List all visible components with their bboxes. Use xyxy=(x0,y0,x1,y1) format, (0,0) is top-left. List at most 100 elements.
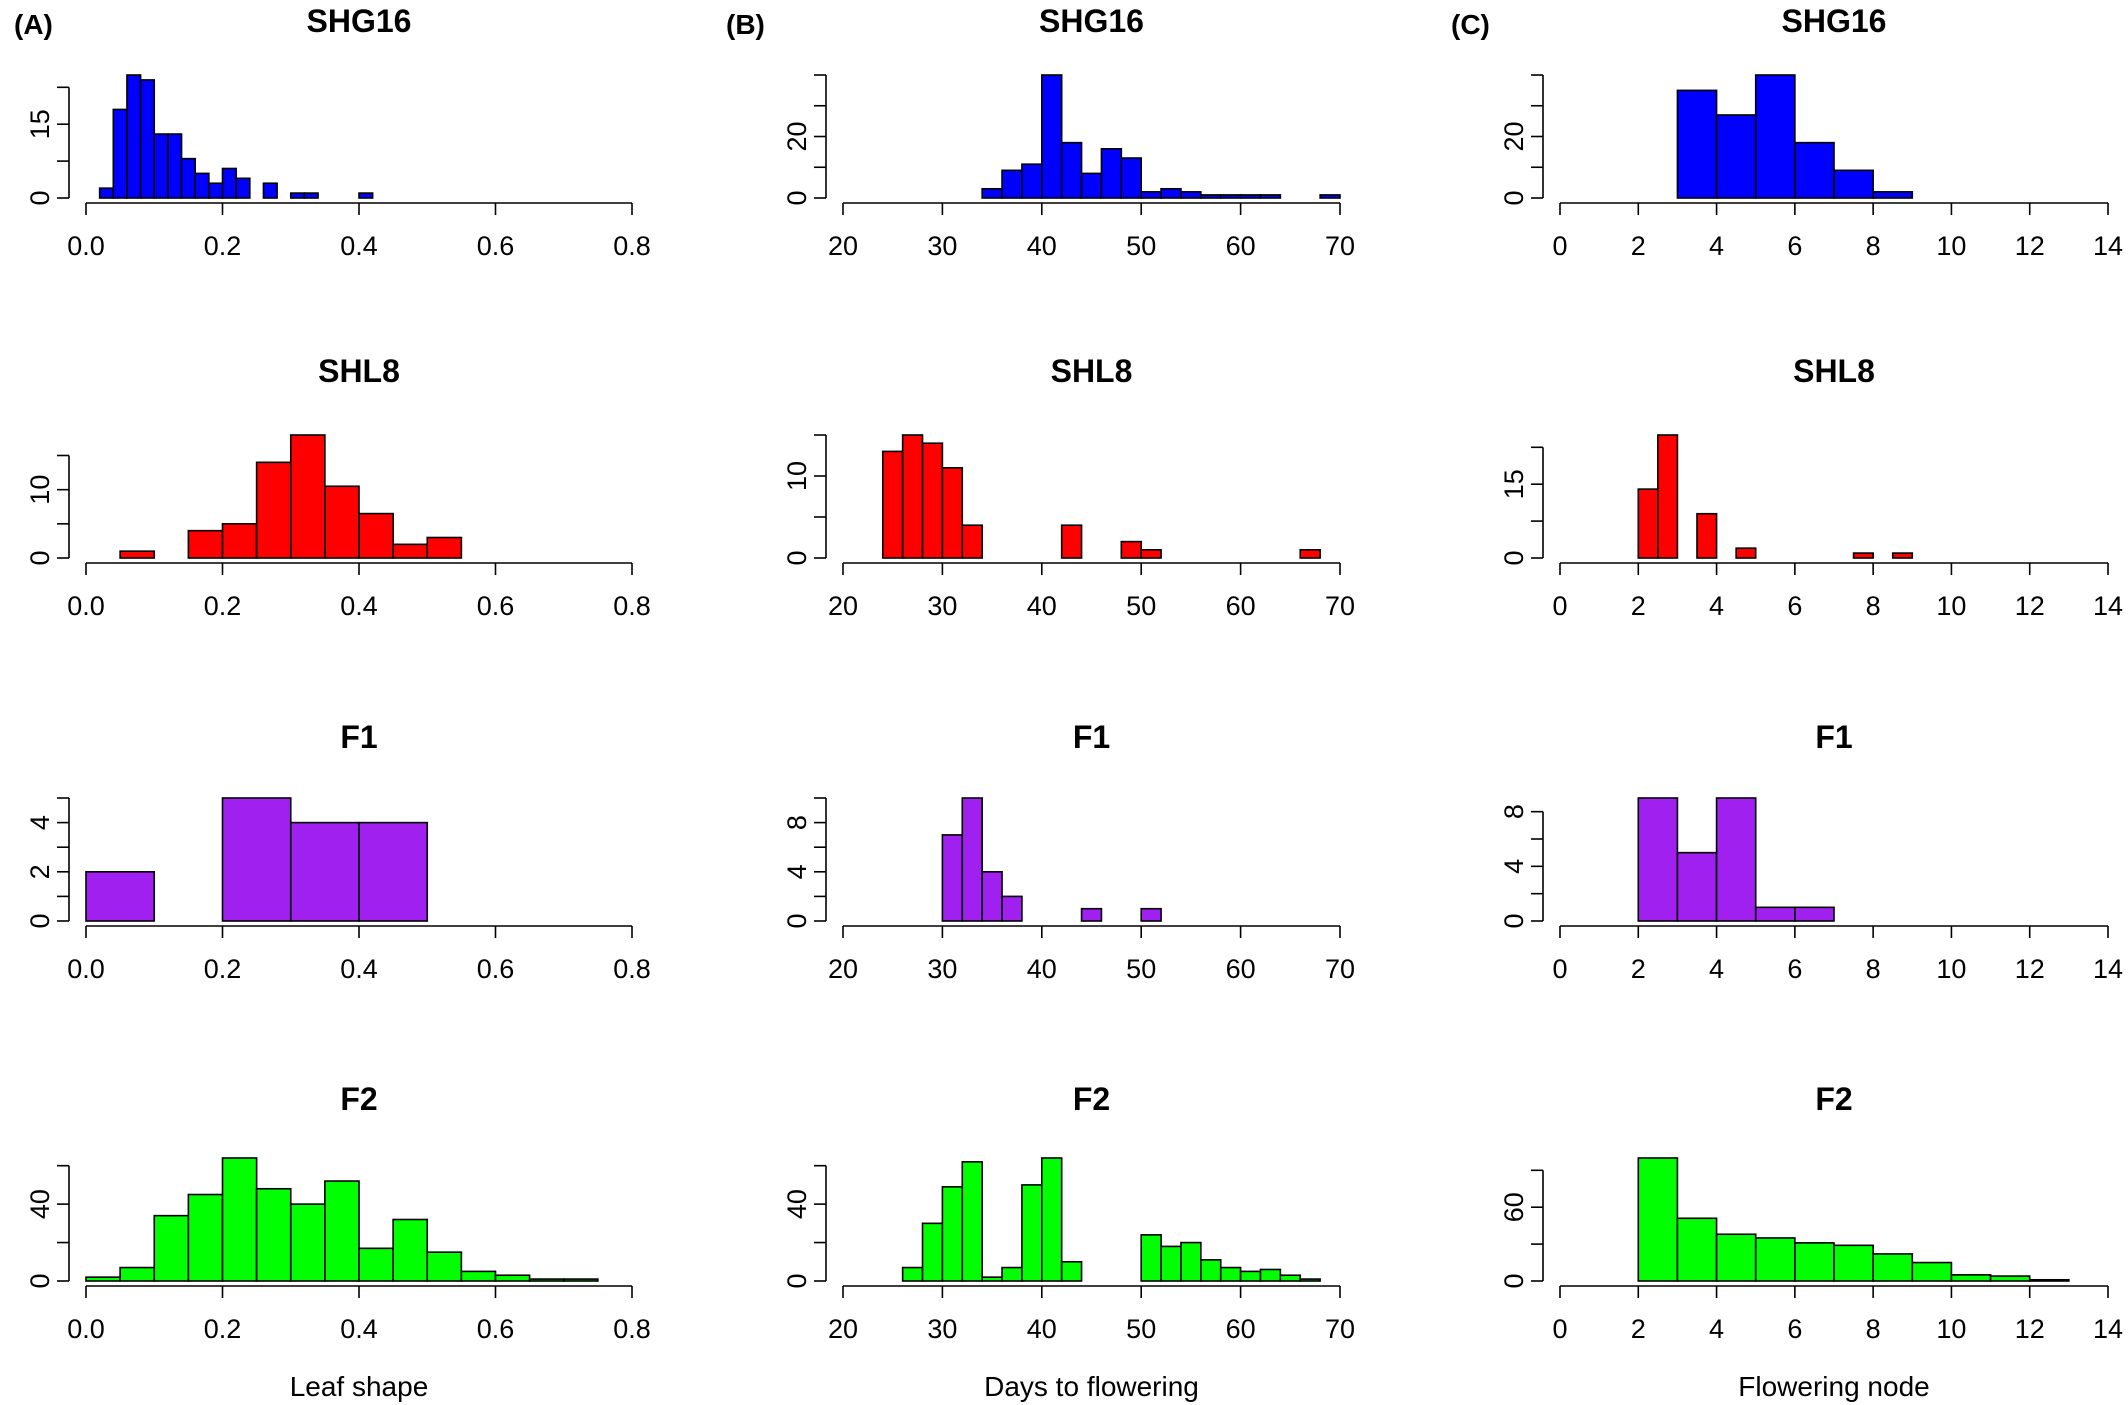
x-tick-label: 14 xyxy=(2093,954,2123,984)
histogram-bar xyxy=(187,1193,224,1282)
histogram-panel-shg16-2: SHG16 0 2 4 6 8 10 12 14 0 20 xyxy=(1499,3,2123,261)
x-tick-label: 0.6 xyxy=(477,1314,515,1344)
histogram-grid: SHG16 0.0 0.2 0.4 0.6 0.8 0 15 SHL8 0.0 0.2 0.4 0.6 0… xyxy=(25,3,2123,1402)
x-tick-label: 8 xyxy=(1866,591,1881,621)
x-tick-label: 10 xyxy=(1936,231,1966,261)
x-axis-label: Leaf shape xyxy=(290,1371,429,1402)
histogram-bar xyxy=(1200,194,1222,199)
histogram-bar xyxy=(1001,895,1023,922)
histogram-panel-f2-1: F2 20 30 40 50 60 70 0 40 Days to flowering xyxy=(782,1081,1355,1402)
panel-title: F1 xyxy=(340,719,377,755)
x-tick-label: 6 xyxy=(1787,231,1802,261)
x-tick-label: 0.0 xyxy=(67,231,105,261)
x-tick-label: 70 xyxy=(1325,954,1355,984)
histogram-bar xyxy=(1833,1244,1874,1282)
x-tick-label: 4 xyxy=(1709,954,1724,984)
histogram-bar xyxy=(358,821,429,922)
histogram-bar xyxy=(1872,191,1914,199)
histogram-bar xyxy=(1637,1157,1679,1282)
x-tick-label: 0.2 xyxy=(204,1314,242,1344)
histogram-bar xyxy=(85,870,156,922)
y-tick-label: 8 xyxy=(1499,804,1529,819)
y-tick-label: 10 xyxy=(25,475,55,505)
histogram-bar xyxy=(1041,1157,1063,1282)
x-tick-label: 0.4 xyxy=(340,1314,378,1344)
histogram-bar xyxy=(1120,540,1142,559)
histogram-bar xyxy=(235,177,251,199)
histogram-bar xyxy=(112,108,128,199)
x-tick-label: 0.8 xyxy=(613,591,651,621)
y-tick-label: 0 xyxy=(1499,913,1529,928)
x-tick-label: 0.0 xyxy=(67,591,105,621)
x-tick-label: 0.6 xyxy=(477,591,515,621)
x-axis-label: Days to flowering xyxy=(984,1371,1199,1402)
histogram-bar xyxy=(139,79,156,199)
x-tick-label: 0 xyxy=(1552,954,1567,984)
histogram-bar xyxy=(1676,89,1718,199)
x-tick-label: 14 xyxy=(2093,591,2123,621)
x-tick-label: 0 xyxy=(1552,591,1567,621)
histogram-bar xyxy=(981,187,1003,199)
histogram-bar xyxy=(208,182,224,199)
histogram-bar xyxy=(167,133,183,199)
histogram-bar xyxy=(1279,1274,1302,1282)
histogram-bar xyxy=(562,1278,599,1282)
x-tick-label: 60 xyxy=(1226,591,1256,621)
x-tick-label: 0.4 xyxy=(340,231,378,261)
histogram-bar xyxy=(1794,906,1835,922)
x-axis-label: Flowering node xyxy=(1738,1371,1929,1402)
panel-label-b: (B) xyxy=(726,9,765,40)
histogram-bar xyxy=(961,797,983,922)
y-tick-label: 0 xyxy=(1499,550,1529,565)
y-tick-label: 0 xyxy=(25,913,55,928)
histogram-bar xyxy=(153,1214,190,1282)
panel-title: F2 xyxy=(340,1081,377,1117)
y-tick-label: 0 xyxy=(1499,190,1529,205)
histogram-bar xyxy=(528,1278,565,1282)
histogram-bar xyxy=(187,529,224,559)
histogram-bar xyxy=(1140,907,1162,922)
histogram-bar xyxy=(1021,163,1043,199)
x-tick-label: 30 xyxy=(927,954,957,984)
panel-title: F1 xyxy=(1073,719,1110,755)
y-tick-label: 0 xyxy=(782,190,812,205)
histogram-bar xyxy=(1180,1241,1202,1282)
y-tick-label: 2 xyxy=(25,864,55,879)
y-tick-label: 8 xyxy=(782,815,812,830)
y-tick-label: 40 xyxy=(782,1189,812,1219)
histogram-bar xyxy=(221,1157,258,1282)
histogram-bar xyxy=(1219,1266,1242,1282)
panel-label-a: (A) xyxy=(14,9,53,40)
y-tick-label: 0 xyxy=(1499,1273,1529,1288)
histogram-bar xyxy=(494,1274,531,1282)
histogram-panel-shg16-1: SHG16 20 30 40 50 60 70 0 20 xyxy=(782,3,1355,261)
histogram-bar xyxy=(881,450,904,559)
histogram-bar xyxy=(324,1180,360,1282)
histogram-bar xyxy=(1676,851,1718,922)
x-tick-label: 20 xyxy=(828,231,858,261)
panel-title: SHL8 xyxy=(1051,353,1133,389)
histogram-bar xyxy=(1080,907,1103,922)
x-tick-label: 0.8 xyxy=(613,954,651,984)
y-tick-label: 10 xyxy=(782,461,812,491)
histogram-panel-shl8-2: SHL8 0 2 4 6 8 10 12 14 0 15 xyxy=(1499,353,2123,621)
histogram-bar xyxy=(1001,1266,1023,1282)
panel-title: F2 xyxy=(1815,1081,1852,1117)
x-tick-label: 10 xyxy=(1936,591,1966,621)
x-tick-label: 0.0 xyxy=(67,1314,105,1344)
x-tick-label: 20 xyxy=(828,591,858,621)
histogram-bar xyxy=(289,434,326,559)
histogram-bar xyxy=(1160,187,1182,199)
x-tick-label: 14 xyxy=(2093,1314,2123,1344)
x-tick-label: 70 xyxy=(1325,231,1355,261)
histogram-bar xyxy=(324,485,360,559)
histogram-bar xyxy=(98,187,115,199)
histogram-bar xyxy=(1754,74,1796,199)
x-tick-label: 0.8 xyxy=(613,231,651,261)
histogram-bar xyxy=(1180,191,1202,199)
histogram-bar xyxy=(426,1251,463,1282)
histogram-bar xyxy=(1239,1270,1262,1282)
histogram-bar xyxy=(1833,169,1874,199)
histogram-bar xyxy=(2028,1278,2070,1282)
y-tick-label: 0 xyxy=(782,550,812,565)
